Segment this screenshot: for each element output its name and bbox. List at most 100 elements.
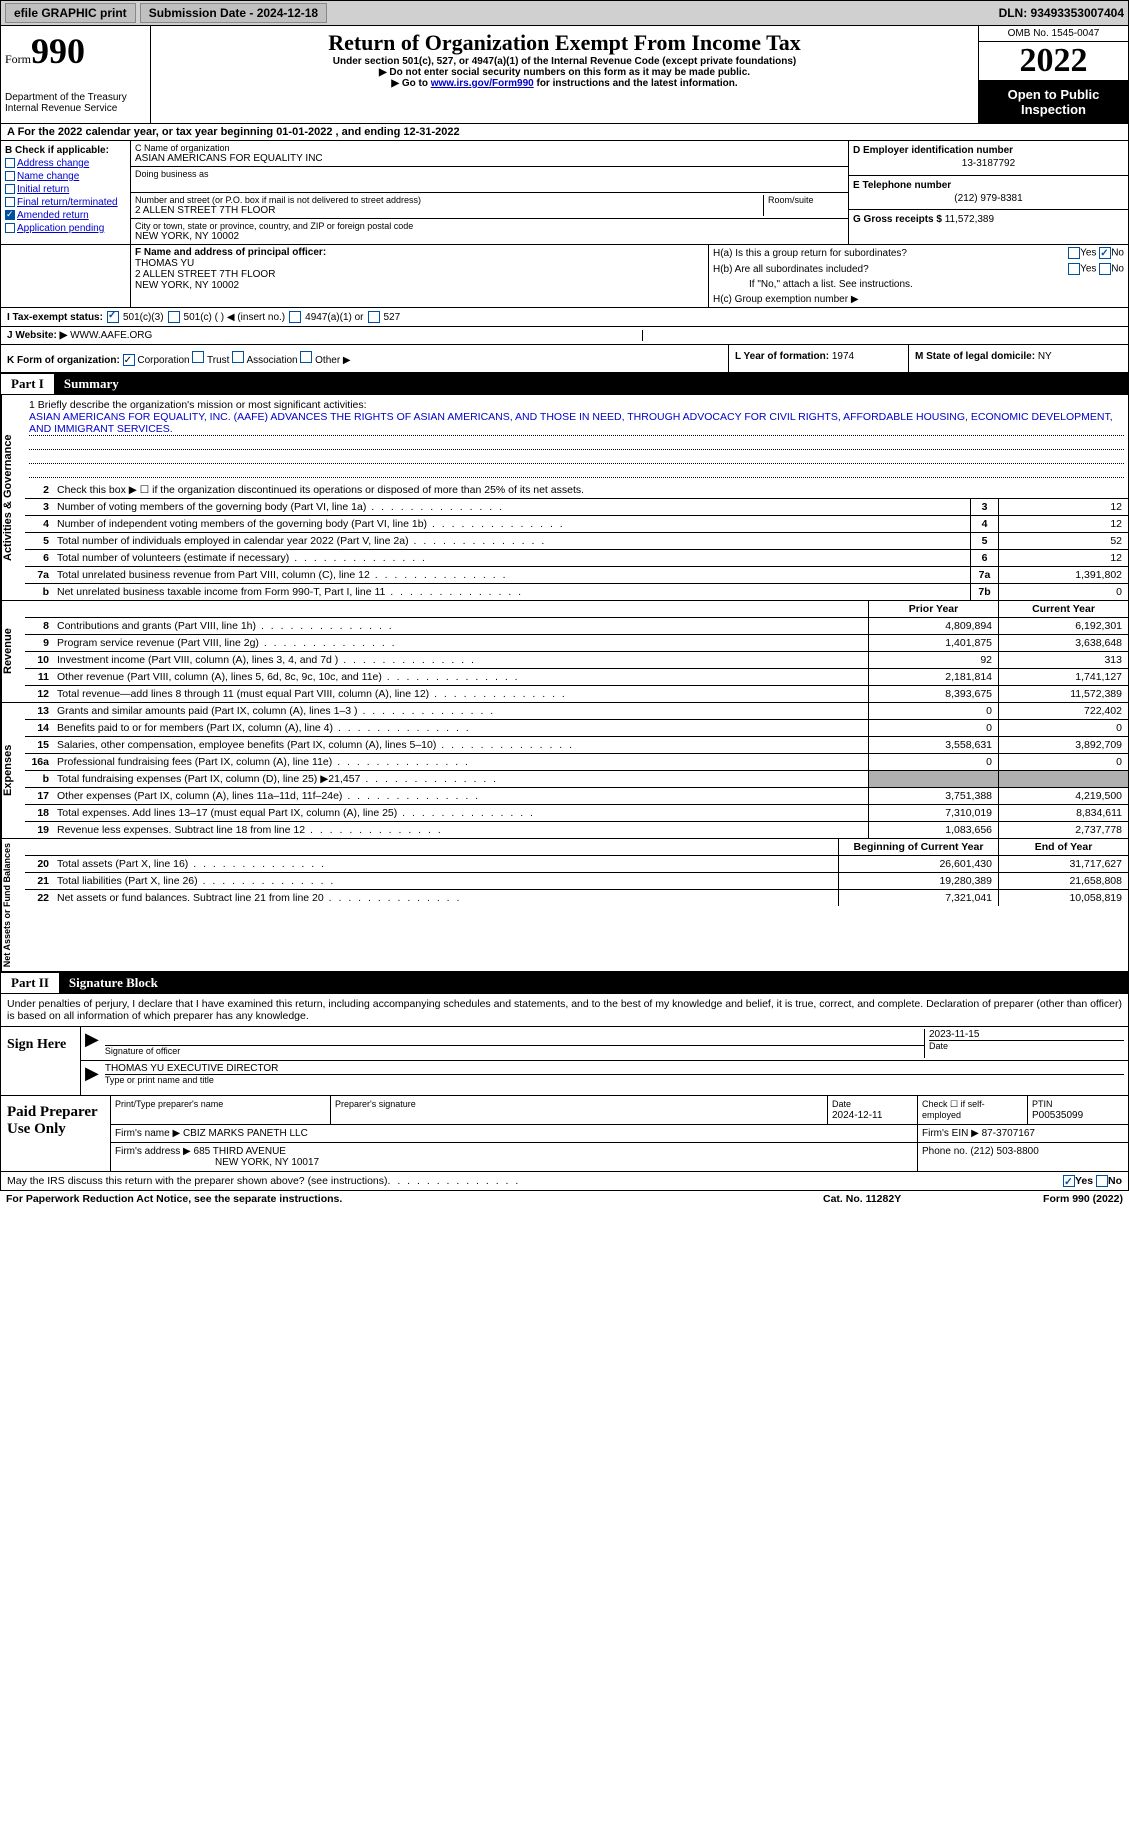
irs-label: Internal Revenue Service	[5, 103, 146, 114]
table-row: 16aProfessional fundraising fees (Part I…	[25, 754, 1128, 771]
checkbox-address[interactable]	[5, 158, 15, 168]
l-label: L Year of formation:	[735, 351, 829, 362]
table-row: 13Grants and similar amounts paid (Part …	[25, 703, 1128, 720]
label-pending: Application pending	[17, 223, 104, 234]
k-label: K Form of organization:	[7, 355, 120, 366]
preparer-block: Paid Preparer Use Only Print/Type prepar…	[0, 1096, 1129, 1172]
summary-rev: Revenue Prior YearCurrent Year 8Contribu…	[0, 601, 1129, 703]
officer-label: F Name and address of principal officer:	[135, 247, 704, 258]
check-527[interactable]	[368, 311, 380, 323]
hdr-end-year: End of Year	[998, 839, 1128, 855]
form-number: 990	[31, 31, 85, 71]
checkbox-amended[interactable]	[5, 210, 15, 220]
table-row: 11Other revenue (Part VIII, column (A), …	[25, 669, 1128, 686]
opt-assoc: Association	[246, 355, 297, 366]
omb-number: OMB No. 1545-0047	[979, 26, 1128, 42]
form-subtitle: Under section 501(c), 527, or 4947(a)(1)…	[155, 56, 974, 67]
summary-exp: Expenses 13Grants and similar amounts pa…	[0, 703, 1129, 839]
website-value: WWW.AAFE.ORG	[70, 330, 152, 341]
check-501c3[interactable]	[107, 311, 119, 323]
row-i: I Tax-exempt status: 501(c)(3) 501(c) ( …	[0, 308, 1129, 327]
ha-no[interactable]	[1099, 247, 1111, 259]
dln: DLN: 93493353007404	[999, 6, 1124, 20]
firm-name-label: Firm's name ▶	[115, 1128, 180, 1139]
instruction-line-2-post: for instructions and the latest informat…	[534, 78, 738, 89]
check-trust[interactable]	[192, 351, 204, 363]
table-row: 9Program service revenue (Part VIII, lin…	[25, 635, 1128, 652]
mission-label: 1 Briefly describe the organization's mi…	[29, 399, 1124, 411]
line2-text: Check this box ▶ ☐ if the organization d…	[53, 482, 1128, 498]
arrow-icon: ▶	[85, 1063, 99, 1093]
box-b-header: B Check if applicable:	[5, 145, 126, 156]
label-final: Final return/terminated	[17, 197, 118, 208]
vtab-rev: Revenue	[1, 601, 25, 702]
efile-button[interactable]: efile GRAPHIC print	[5, 3, 136, 23]
firm-addr1: 685 THIRD AVENUE	[194, 1146, 286, 1157]
section-fh: F Name and address of principal officer:…	[0, 245, 1129, 308]
sig-name-label: Type or print name and title	[105, 1074, 1124, 1085]
sig-date-label: Date	[929, 1040, 1124, 1051]
checkbox-final[interactable]	[5, 197, 15, 207]
table-row: 21Total liabilities (Part X, line 26)19,…	[25, 873, 1128, 890]
firm-ein-label: Firm's EIN ▶	[922, 1128, 979, 1139]
irs-link[interactable]: www.irs.gov/Form990	[431, 78, 534, 89]
discuss-no[interactable]	[1096, 1175, 1108, 1187]
instruction-line-1: ▶ Do not enter social security numbers o…	[155, 67, 974, 78]
section-bcd: B Check if applicable: Address change Na…	[0, 141, 1129, 245]
part2-num: Part II	[1, 973, 59, 993]
form-header: Form990 Department of the Treasury Inter…	[0, 26, 1129, 124]
opt-4947: 4947(a)(1) or	[305, 312, 363, 323]
sign-here-label: Sign Here	[1, 1027, 81, 1095]
prep-date-label: Date	[832, 1099, 851, 1109]
city-label: City or town, state or province, country…	[135, 221, 844, 231]
checkbox-initial[interactable]	[5, 184, 15, 194]
check-4947[interactable]	[289, 311, 301, 323]
check-assoc[interactable]	[232, 351, 244, 363]
city-value: NEW YORK, NY 10002	[135, 231, 844, 242]
table-row: 14Benefits paid to or for members (Part …	[25, 720, 1128, 737]
part1-title: Summary	[54, 374, 129, 394]
opt-trust: Trust	[207, 355, 229, 366]
part1-header: Part I Summary	[0, 373, 1129, 395]
check-corp[interactable]: ✓	[123, 354, 135, 366]
check-other[interactable]	[300, 351, 312, 363]
part1-num: Part I	[1, 374, 54, 394]
checkbox-pending[interactable]	[5, 223, 15, 233]
dba-value	[135, 179, 844, 190]
part2-header: Part II Signature Block	[0, 972, 1129, 994]
sig-date: 2023-11-15	[929, 1029, 1124, 1040]
firm-ein: 87-3707167	[982, 1128, 1035, 1139]
footer-left: For Paperwork Reduction Act Notice, see …	[6, 1193, 823, 1205]
check-501c[interactable]	[168, 311, 180, 323]
org-name: ASIAN AMERICANS FOR EQUALITY INC	[135, 153, 844, 164]
dba-label: Doing business as	[135, 169, 844, 179]
hdr-current-year: Current Year	[998, 601, 1128, 617]
ha-yes[interactable]	[1068, 247, 1080, 259]
l-value: 1974	[832, 351, 854, 362]
tel-label: E Telephone number	[853, 180, 1124, 191]
firm-addr-label: Firm's address ▶	[115, 1146, 191, 1157]
sign-here-block: Sign Here ▶ Signature of officer 2023-11…	[0, 1027, 1129, 1096]
prep-date: 2024-12-11	[832, 1110, 882, 1121]
discuss-yes[interactable]	[1063, 1175, 1075, 1187]
hc-label: H(c) Group exemption number ▶	[709, 292, 1128, 307]
table-row: bTotal fundraising expenses (Part IX, co…	[25, 771, 1128, 788]
prep-sig-label: Preparer's signature	[335, 1099, 823, 1109]
vtab-exp: Expenses	[1, 703, 25, 838]
tax-status-label: I Tax-exempt status:	[7, 312, 103, 323]
m-value: NY	[1038, 351, 1052, 362]
officer-addr1: 2 ALLEN STREET 7TH FLOOR	[135, 269, 704, 280]
hb-yes[interactable]	[1068, 263, 1080, 275]
summary-net: Net Assets or Fund Balances Beginning of…	[0, 839, 1129, 972]
public-inspection: Open to Public Inspection	[979, 81, 1128, 123]
hdr-begin-year: Beginning of Current Year	[838, 839, 998, 855]
table-row: 5Total number of individuals employed in…	[25, 533, 1128, 550]
mission-text: ASIAN AMERICANS FOR EQUALITY, INC. (AAFE…	[29, 411, 1124, 436]
room-label: Room/suite	[768, 195, 844, 205]
prep-name-label: Print/Type preparer's name	[115, 1099, 326, 1109]
hb-no[interactable]	[1099, 263, 1111, 275]
prep-self-label: Check ☐ if self-employed	[918, 1096, 1028, 1124]
table-row: 19Revenue less expenses. Subtract line 1…	[25, 822, 1128, 838]
checkbox-name[interactable]	[5, 171, 15, 181]
hb-label: H(b) Are all subordinates included?	[713, 264, 869, 275]
